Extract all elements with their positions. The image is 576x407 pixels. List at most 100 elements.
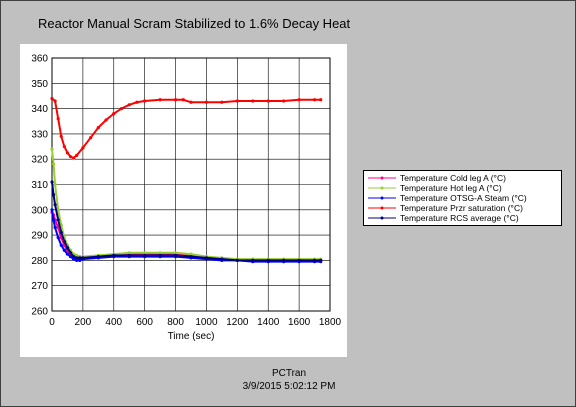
series-point-3: [50, 208, 54, 212]
series-point-4: [96, 125, 100, 130]
series-point-5: [53, 203, 57, 207]
series-point-5: [56, 218, 60, 222]
y-tick-label: 330: [31, 129, 48, 140]
series-point-4: [135, 100, 139, 104]
legend-label-1: Temperature Cold leg A (°C): [400, 173, 506, 183]
x-tick-label: 0: [49, 317, 55, 328]
series-point-3: [65, 252, 70, 256]
series-point-5: [158, 253, 162, 257]
series-point-5: [319, 258, 323, 262]
legend-marker-4: [380, 206, 384, 210]
series-point-5: [50, 180, 54, 184]
series-point-5: [127, 253, 131, 257]
series-point-3: [78, 258, 82, 262]
y-tick-label: 300: [31, 205, 48, 216]
x-tick-label: 800: [167, 317, 184, 328]
y-tick-label: 310: [31, 180, 48, 191]
footer-app-name: PCTran: [271, 368, 307, 379]
series-point-5: [143, 253, 147, 257]
series-point-5: [266, 258, 270, 262]
y-tick-label: 280: [31, 256, 48, 267]
series-point-2: [158, 251, 162, 255]
series-point-5: [251, 258, 255, 262]
x-tick-label: 1200: [226, 317, 249, 328]
series-point-4: [65, 151, 70, 155]
series-point-5: [78, 256, 82, 260]
x-tick-label: 600: [136, 317, 153, 328]
series-point-5: [75, 256, 79, 260]
series-point-4: [81, 146, 85, 150]
y-tick-label: 350: [31, 79, 48, 90]
series-point-4: [204, 100, 209, 104]
series-point-5: [235, 258, 239, 262]
series-point-4: [75, 153, 79, 158]
series-point-4: [220, 100, 224, 104]
y-tick-label: 270: [31, 281, 48, 292]
series-line-2: [51, 148, 321, 261]
x-tick-label: 400: [105, 317, 122, 328]
y-tick-label: 360: [31, 54, 48, 65]
series-point-4: [158, 98, 162, 102]
series-point-5: [68, 251, 73, 255]
series-point-3: [51, 218, 56, 222]
series-point-4: [127, 103, 131, 107]
series-point-3: [68, 255, 73, 259]
footer-timestamp: 3/9/2015 5:02:12 PM: [242, 381, 336, 392]
series-point-4: [297, 98, 301, 102]
series-point-4: [143, 99, 147, 103]
series-point-3: [62, 248, 66, 252]
x-tick-label: 1400: [257, 317, 280, 328]
series-point-4: [53, 99, 57, 103]
legend-label-5: Temperature RCS average (°C): [400, 213, 519, 223]
series-point-2: [51, 162, 56, 166]
series-point-5: [220, 257, 224, 261]
series-point-4: [59, 134, 63, 139]
x-tick-label: 200: [75, 317, 92, 328]
series-point-2: [50, 147, 54, 151]
y-tick-label: 340: [31, 104, 48, 115]
series-point-4: [89, 136, 93, 140]
legend-marker-2: [380, 186, 384, 190]
series-point-4: [72, 156, 76, 160]
series-point-5: [282, 258, 286, 262]
series-point-4: [319, 98, 323, 102]
series-point-5: [51, 193, 56, 197]
series-point-5: [297, 258, 301, 262]
series-point-4: [62, 144, 66, 149]
series-point-4: [50, 96, 54, 101]
series-point-4: [251, 99, 255, 103]
legend-label-4: Temperature Przr saturation (°C): [400, 203, 523, 213]
series-point-5: [204, 256, 209, 260]
series-line-5: [51, 181, 321, 262]
series-point-4: [282, 99, 286, 103]
series-point-4: [312, 98, 317, 102]
series-point-2: [75, 253, 79, 257]
series-point-4: [68, 155, 73, 159]
legend-label-3: Temperature OTSG-A Steam (°C): [400, 193, 527, 203]
series-point-5: [59, 230, 63, 235]
series-point-5: [112, 253, 116, 257]
legend: Temperature Cold leg A (°C) Temperature H…: [363, 170, 562, 226]
series-point-3: [75, 258, 79, 262]
series-point-3: [56, 236, 60, 240]
chart-title: Reactor Manual Scram Stabilized to 1.6% …: [38, 16, 351, 31]
series-point-4: [56, 117, 60, 121]
legend-items: Temperature Cold leg A (°C)Temperature H…: [368, 173, 527, 223]
series-point-2: [143, 251, 147, 255]
series-point-5: [72, 255, 76, 259]
series-point-4: [112, 112, 116, 116]
legend-marker-5: [380, 216, 384, 220]
series-point-3: [53, 225, 57, 230]
series-line-3: [51, 209, 321, 263]
plot-area: 260 270 280 290 300 310 320 330 340 350 360 0 200 400…: [31, 54, 341, 343]
series-point-5: [312, 258, 317, 262]
series-point-2: [127, 251, 131, 255]
series-point-3: [72, 257, 76, 261]
series-point-4: [266, 99, 270, 103]
y-tick-label: 290: [31, 231, 48, 242]
series-point-2: [56, 208, 60, 212]
y-tick-label: 260: [31, 307, 48, 318]
series-point-4: [235, 99, 239, 103]
series-point-4: [181, 98, 185, 102]
